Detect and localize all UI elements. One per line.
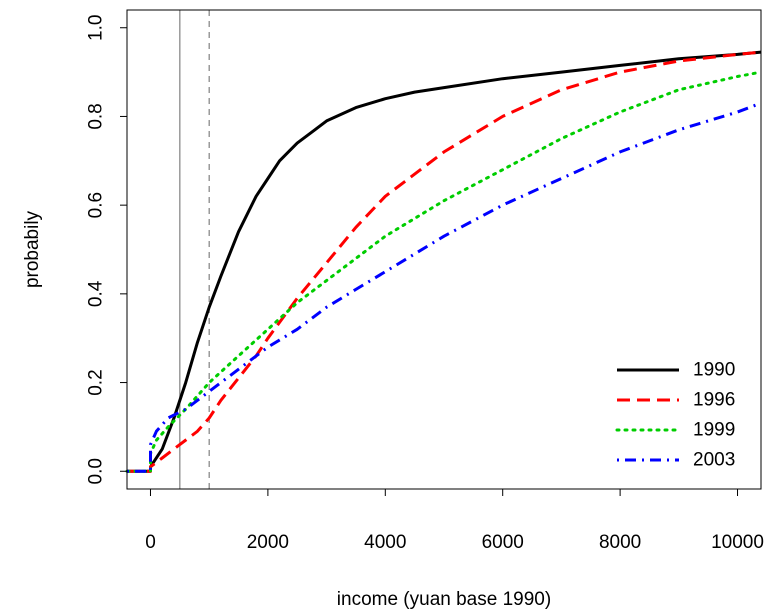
y-tick-label: 0.6 (86, 192, 107, 218)
y-axis-title: probabily (22, 210, 43, 288)
legend-label-1996: 1996 (693, 390, 735, 411)
series-line-1999 (125, 70, 763, 473)
x-tick-label: 6000 (482, 532, 524, 553)
reference-lines (179, 10, 210, 489)
y-tick-label: 0.4 (86, 280, 107, 307)
legend-label-2003: 2003 (693, 450, 735, 471)
legend-label-1999: 1999 (693, 420, 735, 441)
x-tick-label: 8000 (599, 532, 641, 553)
series-layer (125, 50, 763, 473)
series-line-1996 (127, 50, 762, 473)
legend: 1990 1996 1999 2003 (615, 360, 735, 471)
x-tick-label: 10000 (711, 532, 764, 553)
series-line-2003 (127, 101, 762, 473)
x-axis: 0 2000 4000 6000 8000 10000 (145, 489, 764, 553)
y-tick-label: 0.8 (86, 103, 107, 129)
x-tick-label: 4000 (364, 532, 406, 553)
y-tick-label: 0.0 (86, 458, 107, 484)
x-tick-label: 2000 (247, 532, 289, 553)
plot-frame (126, 9, 762, 490)
y-tick-label: 0.2 (86, 369, 107, 395)
series-line-1990 (127, 50, 762, 473)
x-axis-title: income (yuan base 1990) (337, 589, 551, 610)
x-tick-label: 0 (145, 532, 156, 553)
y-axis: 0.0 0.2 0.4 0.6 0.8 1.0 (86, 15, 127, 484)
y-tick-label: 1.0 (86, 15, 107, 41)
legend-label-1990: 1990 (693, 360, 735, 381)
